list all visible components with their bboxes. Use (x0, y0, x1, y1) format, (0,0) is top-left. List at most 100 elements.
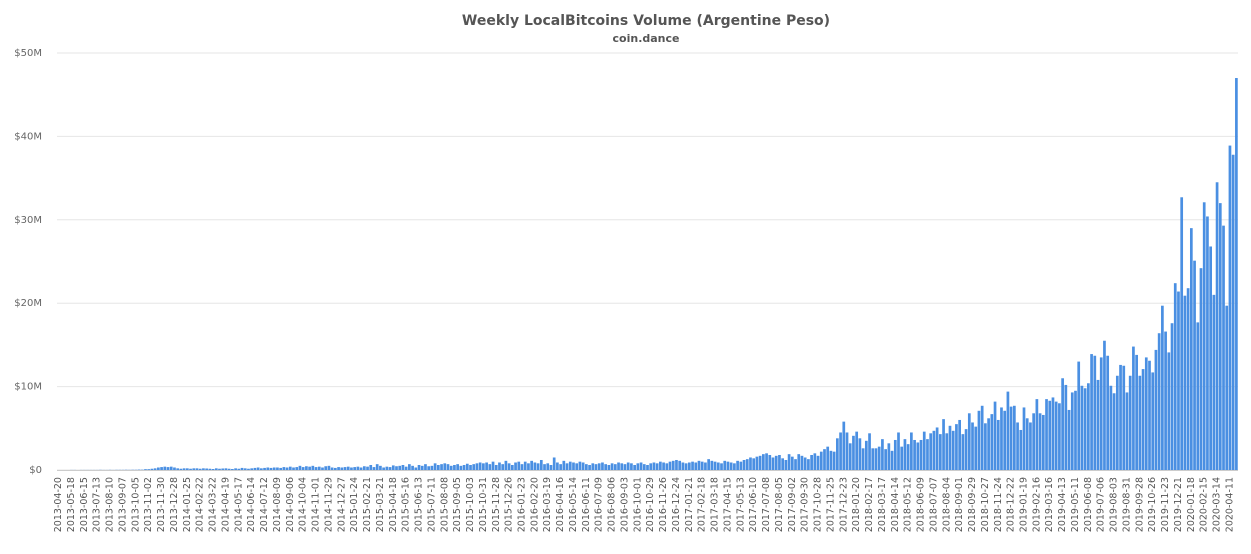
bar (759, 456, 762, 470)
bar (1161, 306, 1164, 470)
x-tick-label: 2020-03-14 (1212, 477, 1223, 532)
bar (437, 465, 440, 470)
bar (929, 433, 932, 470)
bar (1055, 402, 1058, 470)
bar (189, 469, 192, 470)
bar (723, 461, 726, 470)
bar (791, 457, 794, 470)
x-tick-label: 2016-04-16 (555, 477, 566, 532)
bar (331, 467, 334, 470)
bar (173, 467, 176, 470)
bar (1093, 356, 1096, 470)
bar (910, 432, 913, 470)
bar (231, 469, 234, 470)
bar (765, 453, 768, 470)
x-tick-label: 2018-03-17 (877, 477, 888, 532)
bar (466, 464, 469, 470)
bar (659, 462, 662, 470)
bar (1151, 372, 1154, 470)
bar (636, 463, 639, 470)
y-tick-label: $50M (14, 48, 42, 59)
bar (839, 432, 842, 470)
bar (698, 461, 701, 470)
bar (688, 462, 691, 470)
bar (501, 464, 504, 470)
bar (608, 465, 611, 470)
bar (266, 467, 269, 470)
bar (981, 406, 984, 470)
bar (1052, 397, 1055, 470)
bar (556, 462, 559, 470)
bar (482, 463, 485, 470)
bar (739, 462, 742, 470)
bar (1158, 333, 1161, 470)
bar (678, 461, 681, 470)
bar (524, 462, 527, 470)
bar (897, 432, 900, 470)
x-tick-label: 2015-08-08 (439, 477, 450, 532)
bar (1090, 354, 1093, 470)
x-tick-label: 2014-02-22 (195, 477, 206, 532)
bar (431, 466, 434, 470)
bar (1164, 332, 1167, 470)
bar (820, 452, 823, 470)
y-tick-label: $20M (14, 298, 42, 309)
bar (987, 418, 990, 470)
bar (916, 442, 919, 470)
x-tick-label: 2013-12-28 (169, 477, 180, 532)
bar (1229, 146, 1232, 470)
bar (1100, 357, 1103, 470)
bar (1190, 228, 1193, 470)
x-tick-label: 2019-09-28 (1134, 477, 1145, 532)
bar (1045, 399, 1048, 470)
bar (414, 467, 417, 470)
chart-title: Weekly LocalBitcoins Volume (Argentine P… (462, 13, 830, 29)
bar (244, 468, 247, 470)
bar (1219, 203, 1222, 470)
x-tick-label: 2017-11-25 (825, 477, 836, 532)
bar (1145, 357, 1148, 470)
bar (453, 465, 456, 470)
bar (836, 438, 839, 470)
x-tick-label: 2013-10-05 (130, 477, 141, 532)
bar (871, 448, 874, 470)
x-tick-label: 2014-09-06 (285, 477, 296, 532)
bar (492, 462, 495, 470)
x-tick-label: 2013-04-20 (53, 477, 64, 532)
bar (727, 462, 730, 470)
bar (588, 465, 591, 470)
x-tick-label: 2015-07-11 (426, 477, 437, 532)
bar (762, 454, 765, 470)
bar (1135, 355, 1138, 470)
bar (218, 469, 221, 470)
y-tick-label: $0 (29, 465, 42, 476)
x-tick-label: 2019-11-23 (1160, 477, 1171, 532)
bar (617, 462, 620, 470)
bar (788, 454, 791, 470)
bar (154, 468, 157, 470)
bar (682, 462, 685, 470)
bar (1209, 246, 1212, 470)
bar (772, 457, 775, 470)
bar (904, 439, 907, 470)
x-tick-label: 2019-07-06 (1096, 477, 1107, 532)
bar (328, 466, 331, 470)
bar (1184, 296, 1187, 470)
bar (1064, 385, 1067, 470)
bar (1142, 369, 1145, 470)
bar (180, 469, 183, 470)
bar (1235, 78, 1238, 470)
x-tick-label: 2015-10-31 (478, 477, 489, 532)
bar (865, 441, 868, 470)
x-tick-label: 2016-10-29 (645, 477, 656, 532)
x-tick-label: 2018-09-01 (954, 477, 965, 532)
bar (299, 466, 302, 470)
bar (305, 466, 308, 470)
bar (199, 469, 202, 470)
x-tick-label: 2014-06-14 (246, 477, 257, 532)
x-tick-label: 2019-01-19 (1019, 477, 1030, 532)
bar (794, 459, 797, 470)
bar (321, 467, 324, 470)
bar (360, 467, 363, 470)
bar (743, 460, 746, 470)
